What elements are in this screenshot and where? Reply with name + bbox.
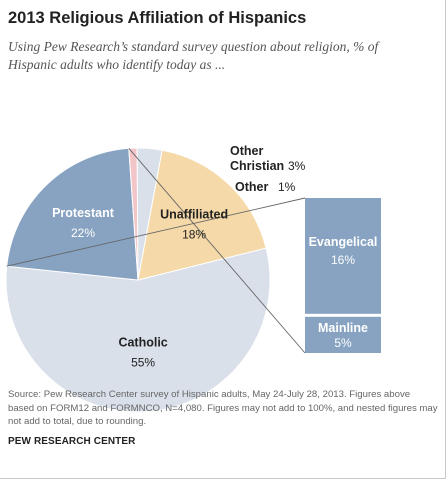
slice-label-other: Other [235,180,268,194]
organization-name: PEW RESEARCH CENTER [8,436,136,447]
slice-labels: Catholic 55% Protestant 22% Unaffiliated 18% O… [52,144,377,369]
bar-segment-evangelical [305,198,381,314]
slice-label-catholic: Catholic [118,335,167,349]
slice-label-other-christian-line-1: Other [230,144,263,158]
bar-label-mainline: Mainline [318,321,368,335]
slice-label-other-christian-line-2: Christian [230,159,284,173]
slice-label-protestant: Protestant [52,206,115,220]
bar-value-mainline: 5% [334,336,352,350]
connector-line-upper [6,197,306,267]
chart-title: 2013 Religious Affiliation of Hispanics [8,9,307,27]
slice-value-protestant: 22% [71,226,95,240]
protestant-breakdown [6,148,381,354]
bar-label-evangelical: Evangelical [309,235,378,249]
pie-slice-catholic [5,247,271,413]
slice-label-unaffiliated: Unaffiliated [160,207,228,221]
slice-value-other: 1% [278,180,296,194]
pie-slice-unaffiliated [137,149,267,281]
bar-segment-mainline [305,316,381,353]
bar-value-evangelical: 16% [331,253,355,267]
chart-subtitle: Using Pew Research’s standard survey que… [8,39,379,72]
slice-value-catholic: 55% [131,355,155,369]
slice-value-other-christian: 3% [288,159,306,173]
connector-line-lower [128,148,306,354]
pie-slice-protestant [6,147,139,281]
pie-slices [5,147,271,413]
source-note: Source: Pew Research Center survey of Hi… [8,389,438,427]
slice-value-unaffiliated: 18% [182,227,206,241]
